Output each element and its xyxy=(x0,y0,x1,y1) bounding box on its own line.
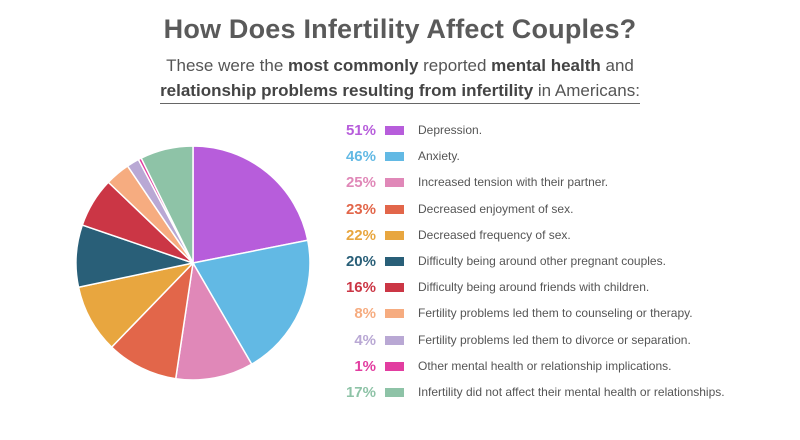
legend-label: Anxiety. xyxy=(418,149,460,164)
subtitle-emphasis: most commonly xyxy=(288,56,419,75)
legend-label: Difficulty being around other pregnant c… xyxy=(418,253,666,268)
legend-swatch xyxy=(385,230,404,240)
legend-swatch xyxy=(385,152,404,162)
pie-slice xyxy=(192,145,309,264)
legend-label: Difficulty being around friends with chi… xyxy=(418,280,650,295)
subtitle-text: reported xyxy=(418,56,492,75)
legend-percent: 1% xyxy=(354,357,376,375)
legend-label: Other mental health or relationship impl… xyxy=(418,358,672,373)
legend-swatch xyxy=(385,283,404,293)
legend-label: Fertility problems led them to counselin… xyxy=(418,306,693,321)
legend-percent: 46% xyxy=(345,148,376,166)
chart-subtitle-line-2: relationship problems resulting from inf… xyxy=(0,81,800,104)
legend-label: Decreased frequency of sex. xyxy=(418,227,571,242)
legend-swatch xyxy=(385,204,404,214)
legend-label: Depression. xyxy=(418,123,483,137)
legend-swatch xyxy=(385,309,404,319)
legend-percent: 17% xyxy=(345,383,376,401)
pie-slice xyxy=(140,145,194,264)
legend-label: Decreased enjoyment of sex. xyxy=(418,201,574,216)
legend-swatch xyxy=(385,178,404,188)
pie-slice xyxy=(174,262,253,381)
subtitle-emphasis: relationship problems resulting from inf… xyxy=(160,81,534,100)
subtitle-text: These were the xyxy=(166,56,289,75)
legend-swatch xyxy=(385,335,404,345)
pie-chart xyxy=(75,145,311,381)
legend-percent: 8% xyxy=(354,305,376,323)
pie-slice xyxy=(192,239,311,365)
legend-percent: 20% xyxy=(345,252,376,270)
legend-swatch xyxy=(385,256,404,266)
subtitle-text: and xyxy=(600,56,634,75)
legend-swatch xyxy=(385,126,404,135)
subtitle-underlined: relationship problems resulting from inf… xyxy=(160,81,640,104)
legend-percent: 4% xyxy=(354,331,376,349)
legend-percent: 25% xyxy=(345,174,376,192)
legend-label: Fertility problems led them to divorce o… xyxy=(418,332,691,347)
legend-label: Increased tension with their partner. xyxy=(418,175,609,190)
pie-slice xyxy=(110,262,194,380)
legend-swatch xyxy=(385,387,404,397)
subtitle-emphasis: mental health xyxy=(491,56,601,75)
legend-percent: 16% xyxy=(345,279,376,297)
subtitle-text: in Americans: xyxy=(533,81,640,100)
legend-swatch xyxy=(385,361,404,371)
chart-subtitle-line-1: These were the most commonly reported me… xyxy=(0,56,800,76)
chart-title: How Does Infertility Affect Couples? xyxy=(163,14,637,44)
legend-label: Infertility did not affect their mental … xyxy=(418,384,725,399)
legend-percent: 51% xyxy=(345,122,376,139)
legend-percent: 22% xyxy=(345,226,376,244)
legend-percent: 23% xyxy=(345,200,376,218)
